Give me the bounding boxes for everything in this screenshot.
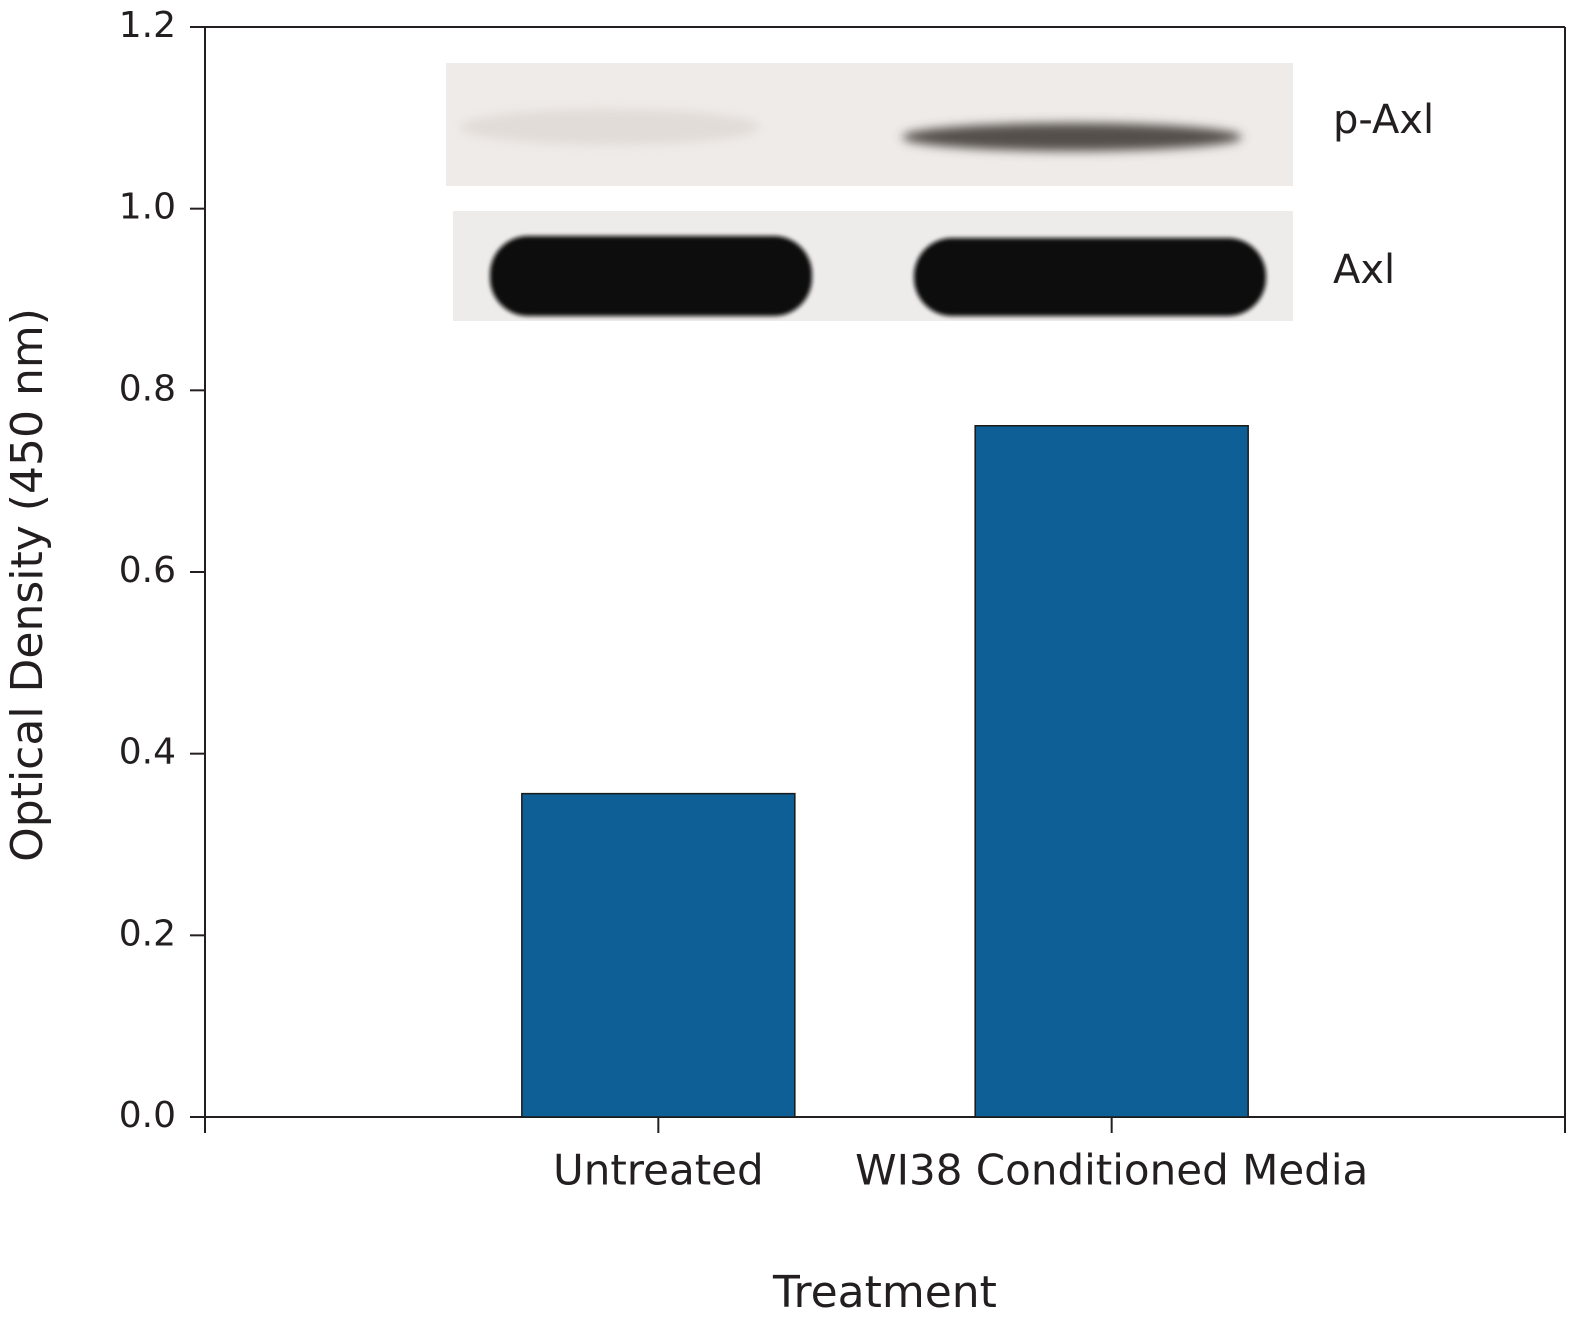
y-tick-label: 0.4 [119,732,176,773]
x-tick-label: WI38 Conditioned Media [855,1146,1368,1195]
y-tick-label: 1.0 [119,187,176,228]
bar [521,792,796,1118]
blot-label: Axl [1333,247,1395,293]
y-tick-label: 0.2 [119,913,176,954]
y-tick-label: 0.6 [119,550,176,591]
x-axis-label: Treatment [772,1267,997,1318]
x-tick-label: Untreated [553,1146,764,1195]
blot-image [446,63,1293,321]
y-tick-label: 0.8 [119,368,176,409]
y-tick-label: 0.0 [119,1095,176,1136]
y-axis-label: Optical Density (450 nm) [2,308,53,862]
y-tick-label: 1.2 [119,5,176,46]
bar [974,425,1249,1118]
blot-label: p-Axl [1333,97,1434,143]
